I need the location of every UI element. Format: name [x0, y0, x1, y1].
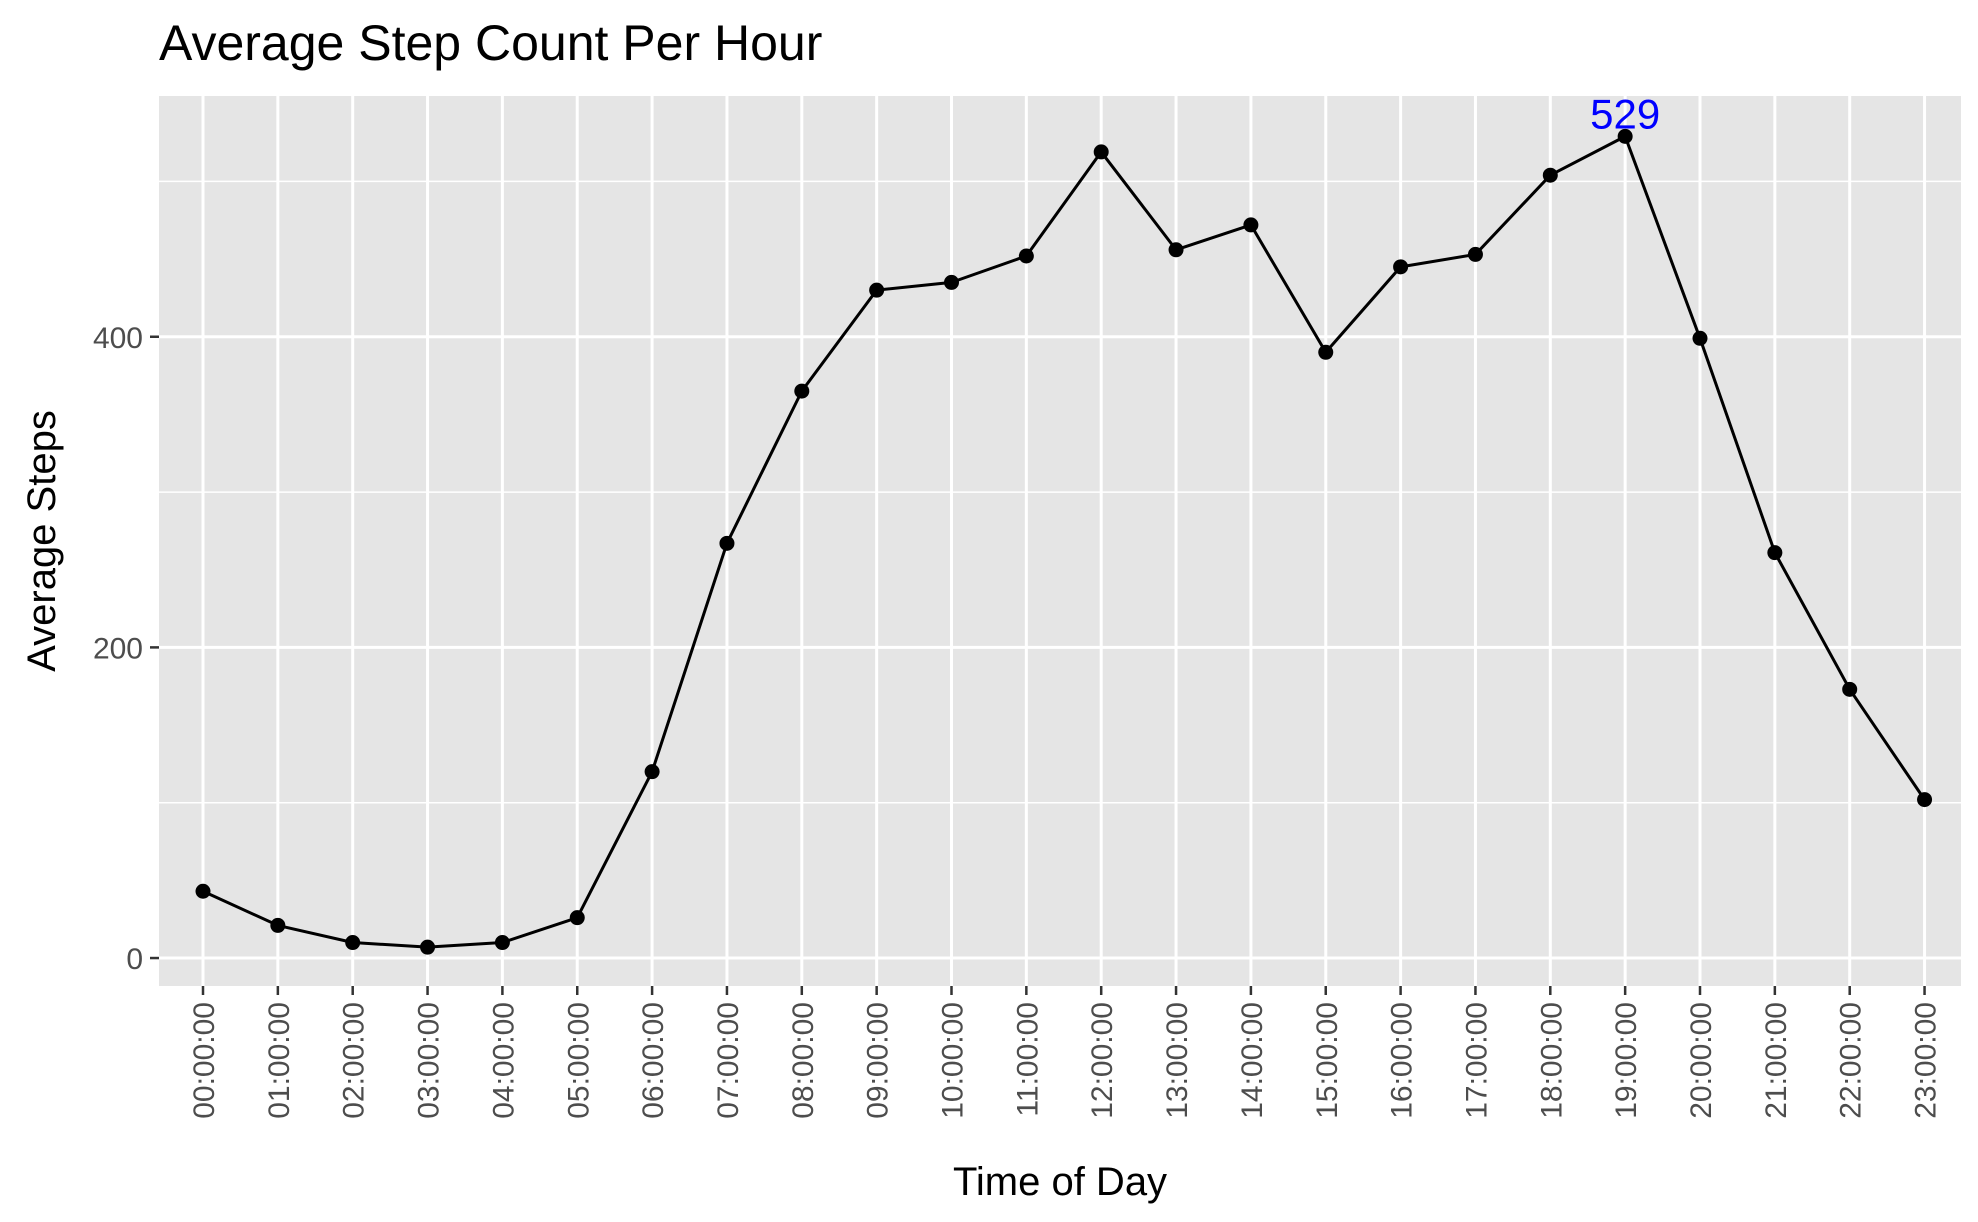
data-point — [1018, 248, 1034, 264]
x-tick-label: 18:00:00 — [1535, 1002, 1568, 1119]
x-tick-label: 11:00:00 — [1011, 1002, 1044, 1117]
x-tick-label: 06:00:00 — [637, 1002, 670, 1119]
x-axis: 00:00:00 01:00:00 02:00:00 03:00:00 04:00:00… — [188, 986, 1943, 1119]
x-tick-label: 02:00:00 — [338, 1002, 371, 1119]
x-tick-label: 07:00:00 — [712, 1002, 745, 1119]
x-tick-label: 08:00:00 — [787, 1002, 820, 1119]
peak-annotation: 529 — [1590, 90, 1660, 137]
y-axis: 0 200 400 — [93, 322, 159, 976]
data-point — [719, 535, 735, 551]
x-tick-label: 23:00:00 — [1910, 1002, 1943, 1119]
x-tick-label: 05:00:00 — [562, 1002, 595, 1119]
x-tick-label: 10:00:00 — [937, 1002, 970, 1119]
x-tick-label: 22:00:00 — [1835, 1002, 1868, 1119]
x-tick-label: 16:00:00 — [1386, 1002, 1419, 1119]
series-layer — [195, 128, 1933, 955]
data-point — [195, 883, 211, 899]
x-tick-label: 09:00:00 — [862, 1002, 895, 1119]
data-point — [1767, 545, 1783, 561]
x-tick-label: 00:00:00 — [188, 1002, 221, 1119]
data-point — [1692, 330, 1708, 346]
y-axis-title: Average Steps — [20, 410, 64, 672]
chart-title: Average Step Count Per Hour — [159, 15, 822, 71]
data-point — [1093, 144, 1109, 160]
x-tick-label: 15:00:00 — [1311, 1002, 1344, 1119]
annotation-layer: 529 — [1590, 90, 1660, 137]
x-tick-label: 03:00:00 — [413, 1002, 446, 1119]
data-point — [1168, 242, 1184, 258]
data-point — [1917, 792, 1933, 808]
data-point — [494, 935, 510, 951]
minor-gridlines — [159, 180, 1961, 804]
plot-panel — [159, 96, 1961, 986]
data-point — [794, 383, 810, 399]
x-tick-label: 13:00:00 — [1161, 1002, 1194, 1119]
x-tick-label: 04:00:00 — [487, 1002, 520, 1119]
data-point — [1467, 246, 1483, 262]
x-axis-title: Time of Day — [953, 1160, 1167, 1204]
x-tick-label: 14:00:00 — [1236, 1002, 1269, 1119]
x-tick-label: 17:00:00 — [1460, 1002, 1493, 1119]
y-tick-label: 200 — [93, 632, 143, 665]
data-point — [1842, 681, 1858, 697]
x-tick-label: 01:00:00 — [263, 1002, 296, 1119]
x-tick-label: 20:00:00 — [1685, 1002, 1718, 1119]
data-point — [1542, 167, 1558, 183]
data-point — [944, 274, 959, 290]
x-tick-label: 12:00:00 — [1086, 1002, 1119, 1119]
x-tick-label: 19:00:00 — [1610, 1002, 1643, 1119]
y-tick-label: 0 — [126, 943, 143, 976]
data-point — [1318, 344, 1334, 360]
data-point — [1617, 128, 1633, 144]
data-point — [1243, 217, 1259, 233]
data-point — [345, 935, 361, 951]
y-tick-label: 400 — [93, 322, 143, 355]
data-point — [1393, 259, 1409, 275]
data-point — [644, 764, 660, 780]
x-tick-label: 21:00:00 — [1760, 1002, 1793, 1119]
series-line — [202, 134, 1926, 949]
data-point — [420, 939, 436, 955]
data-point — [869, 282, 885, 298]
data-point — [270, 917, 286, 933]
data-point — [569, 910, 585, 926]
